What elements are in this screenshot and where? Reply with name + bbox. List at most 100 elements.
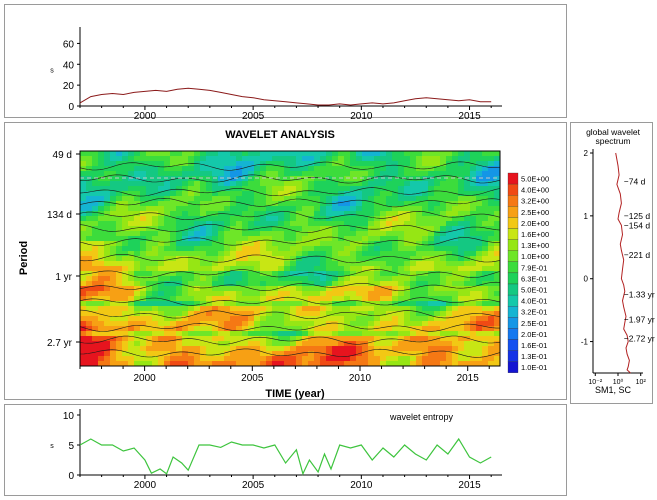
heatmap-cell [182,291,189,297]
heatmap-cell [434,306,441,312]
heatmap-cell [458,291,465,297]
heatmap-cell [98,256,105,262]
heatmap-cell [410,341,417,347]
heatmap-cell [242,256,249,262]
heatmap-cell [416,301,423,307]
heatmap-cell [104,276,111,282]
heatmap-cell [164,321,171,327]
heatmap-cell [482,186,489,192]
heatmap-cell [458,276,465,282]
heatmap-cell [224,241,231,247]
heatmap-cell [344,206,351,212]
heatmap-cell [494,216,500,222]
heatmap-cell [482,326,489,332]
heatmap-cell [296,266,303,272]
heatmap-cell [158,166,165,172]
heatmap-cell [164,296,171,302]
heatmap-cell [440,166,447,172]
heatmap-cell [488,331,495,337]
heatmap-cell [308,346,315,352]
heatmap-cell [482,161,489,167]
heatmap-cell [344,296,351,302]
heatmap-cell [80,231,87,237]
heatmap-cell [188,341,195,347]
heatmap-cell [452,226,459,232]
heatmap-cell [428,306,435,312]
heatmap-cell [128,316,135,322]
heatmap-cell [182,331,189,337]
heatmap-cell [140,351,147,357]
heatmap-cell [374,171,381,177]
heatmap-cell [350,196,357,202]
heatmap-cell [230,331,237,337]
heatmap-cell [308,291,315,297]
legend-label: 4.0E-01 [521,297,547,306]
heatmap-cell [404,346,411,352]
heatmap-cell [260,311,267,317]
heatmap-cell [164,176,171,182]
heatmap-cell [290,226,297,232]
heatmap-cell [452,321,459,327]
heatmap-cell [470,346,477,352]
heatmap-cell [308,276,315,282]
heatmap-cell [488,261,495,267]
heatmap-cell [170,266,177,272]
heatmap-cell [152,161,159,167]
heatmap-cell [482,246,489,252]
heatmap-cell [260,201,267,207]
heatmap-cell [182,221,189,227]
heatmap-cell [446,151,453,157]
heatmap-cell [176,276,183,282]
heatmap-cell [296,161,303,167]
heatmap-cell [116,346,123,352]
heatmap-cell [272,191,279,197]
heatmap-cell [404,356,411,362]
heatmap-cell [284,246,291,252]
heatmap-cell [428,361,435,366]
heatmap-cell [122,226,129,232]
heatmap-cell [278,266,285,272]
heatmap-cell [416,341,423,347]
heatmap-cell [494,176,500,182]
heatmap-cell [482,306,489,312]
heatmap-cell [176,336,183,342]
heatmap-cell [116,251,123,257]
heatmap-cell [116,276,123,282]
heatmap-cell [332,246,339,252]
heatmap-cell [308,176,315,182]
heatmap-cell [452,341,459,347]
heatmap-cell [470,171,477,177]
heatmap-cell [278,241,285,247]
heatmap-cell [140,246,147,252]
heatmap-cell [410,246,417,252]
heatmap-cell [272,266,279,272]
heatmap-cell [362,361,369,366]
heatmap-cell [332,331,339,337]
heatmap-cell [440,156,447,162]
heatmap-cell [176,226,183,232]
heatmap-cell [308,301,315,307]
heatmap-cell [272,231,279,237]
heatmap-cell [128,161,135,167]
heatmap-cell [338,246,345,252]
heatmap-cell [476,176,483,182]
heatmap-cell [98,261,105,267]
heatmap-cell [266,221,273,227]
heatmap-cell [278,291,285,297]
heatmap-cell [140,266,147,272]
heatmap-cell [386,356,393,362]
contour-line [80,187,500,197]
heatmap-cell [482,191,489,197]
heatmap-cell [128,151,135,157]
heatmap-cell [260,356,267,362]
heatmap-cell [278,246,285,252]
period-tick-label: 49 d [53,150,72,161]
heatmap-cell [404,321,411,327]
heatmap-cell [374,266,381,272]
heatmap-cell [458,196,465,202]
heatmap-cell [110,246,117,252]
heatmap-cell [476,256,483,262]
heatmap-cell [158,311,165,317]
heatmap-cell [212,221,219,227]
